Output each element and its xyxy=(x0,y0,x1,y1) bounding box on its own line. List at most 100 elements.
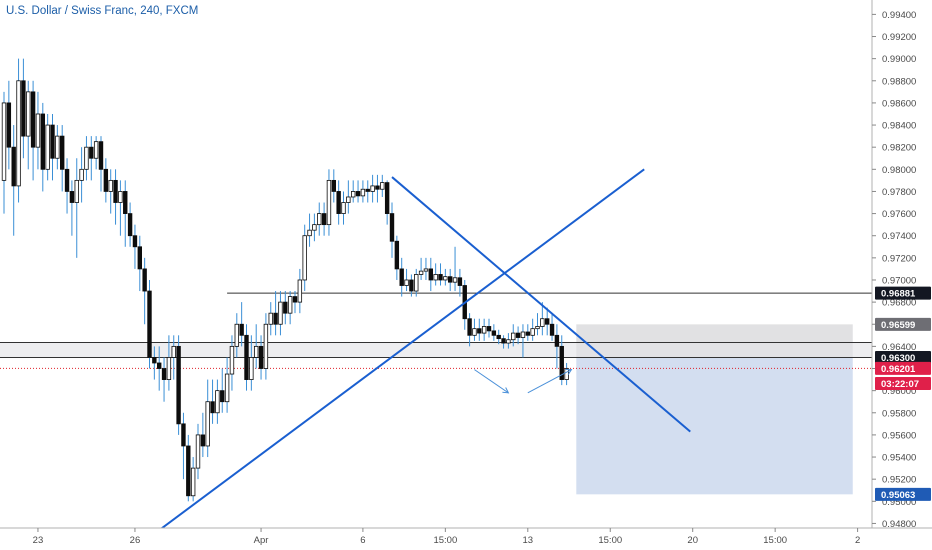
candle-114 xyxy=(554,324,560,369)
y-tick-label: 0.97600 xyxy=(882,209,916,220)
candle-72 xyxy=(350,180,356,203)
candle-111 xyxy=(540,302,545,336)
candle-body xyxy=(341,202,346,214)
candle-body xyxy=(215,390,220,414)
candle-82 xyxy=(399,257,404,297)
price-tag-label: 03:22:07 xyxy=(881,379,919,390)
y-tick-label: 0.96800 xyxy=(882,298,916,309)
y-tick-label: 0.94800 xyxy=(882,519,916,530)
candle-body xyxy=(123,191,128,214)
price-tag-label: 0.96881 xyxy=(881,289,916,300)
candle-body xyxy=(210,401,215,414)
x-tick-label: 2 xyxy=(855,535,860,546)
candle-body xyxy=(113,179,118,203)
candle-21 xyxy=(103,158,109,203)
candle-63 xyxy=(307,213,312,247)
price-tag-label: 0.96201 xyxy=(881,364,916,375)
candle-14 xyxy=(69,180,75,236)
y-tick-label: 0.98000 xyxy=(882,165,916,176)
candle-body xyxy=(409,279,414,292)
candle-body xyxy=(540,318,545,327)
candle-body xyxy=(273,312,278,325)
y-tick-label: 0.98400 xyxy=(882,121,916,132)
candle-37 xyxy=(181,412,186,480)
candle-body xyxy=(355,191,361,197)
candle-body xyxy=(389,213,395,242)
candle-body xyxy=(496,334,501,340)
candle-body xyxy=(307,229,312,237)
candle-23 xyxy=(113,169,118,225)
candle-3 xyxy=(16,58,21,203)
candle-body xyxy=(186,445,191,497)
y-tick-label: 0.98600 xyxy=(882,98,916,109)
candle-107 xyxy=(520,324,526,358)
candle-body xyxy=(317,213,322,226)
candle-20 xyxy=(98,136,104,192)
candle-body xyxy=(457,277,463,286)
candle-31 xyxy=(152,346,157,380)
candle-body xyxy=(239,323,244,336)
candle-116 xyxy=(564,362,569,386)
candle-75 xyxy=(365,180,370,203)
candle-body xyxy=(486,326,492,332)
candle-body xyxy=(35,113,41,148)
candle-body xyxy=(98,141,104,170)
candle-body xyxy=(346,196,351,203)
candle-59 xyxy=(287,291,293,325)
candle-body xyxy=(26,91,31,137)
candle-56 xyxy=(273,291,278,336)
candle-81 xyxy=(394,235,400,280)
candle-97 xyxy=(472,318,477,341)
candle-86 xyxy=(418,257,424,280)
projection-arrow-1 xyxy=(527,369,573,394)
candle-4 xyxy=(21,58,26,159)
candle-body xyxy=(11,146,16,187)
price-tag: 0.96300 xyxy=(875,350,931,364)
candle-body xyxy=(127,213,133,237)
x-tick-label: 15:00 xyxy=(763,535,787,546)
take-profit-zone xyxy=(576,357,853,495)
candle-body xyxy=(263,323,269,369)
price-tag: 0.96599 xyxy=(875,317,931,331)
candle-body xyxy=(370,185,375,192)
candle-74 xyxy=(360,180,366,203)
candle-body xyxy=(79,168,84,181)
candle-body xyxy=(50,124,55,159)
candle-body xyxy=(292,296,298,303)
candle-43 xyxy=(210,379,215,424)
candle-79 xyxy=(384,180,390,225)
y-tick-label: 0.96000 xyxy=(882,386,916,397)
candle-38 xyxy=(186,434,191,502)
candle-98 xyxy=(477,318,482,341)
y-tick-label: 0.97800 xyxy=(882,187,916,198)
candle-89 xyxy=(433,263,438,286)
candle-body xyxy=(321,213,327,226)
candle-body xyxy=(375,185,380,190)
candle-body xyxy=(103,168,109,192)
candle-66 xyxy=(321,202,327,236)
candle-85 xyxy=(414,268,419,297)
candle-body xyxy=(45,124,50,170)
candle-body xyxy=(181,423,186,447)
candles xyxy=(1,58,569,502)
trend-line-0 xyxy=(131,168,645,550)
candle-body xyxy=(297,279,303,303)
price-tag-label: 0.95063 xyxy=(881,490,915,501)
candle-body xyxy=(278,301,283,325)
candle-51 xyxy=(249,335,254,391)
candle-body xyxy=(93,141,99,159)
y-tick-label: 0.95400 xyxy=(882,453,916,464)
candle-body xyxy=(312,224,317,231)
candle-94 xyxy=(457,268,463,297)
candle-27 xyxy=(132,224,138,269)
candle-body xyxy=(443,276,448,281)
candle-body xyxy=(171,345,176,358)
candle-90 xyxy=(438,263,443,286)
candle-47 xyxy=(229,335,235,391)
candle-93 xyxy=(452,246,458,292)
candle-33 xyxy=(161,357,167,402)
candle-body xyxy=(283,301,288,314)
candle-body xyxy=(118,191,123,203)
support-band xyxy=(0,342,872,358)
